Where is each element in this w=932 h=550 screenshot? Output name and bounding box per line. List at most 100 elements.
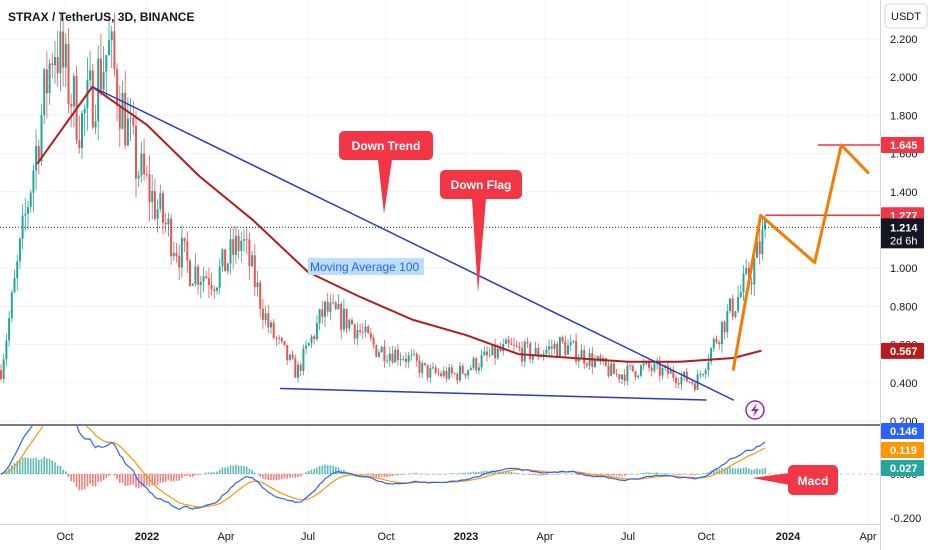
candle <box>143 138 146 181</box>
candle <box>642 358 645 371</box>
macd-histogram-bar <box>281 474 283 480</box>
candle <box>2 353 5 384</box>
candle-body <box>734 311 737 317</box>
candle-body <box>24 213 27 216</box>
candle-body <box>137 175 140 179</box>
candle-body <box>248 239 251 267</box>
macd-histogram-bar <box>321 465 324 474</box>
macd-histogram-bar <box>683 474 685 475</box>
candle <box>739 284 742 299</box>
macd-histogram-bar <box>559 473 561 475</box>
macd-histogram-bar <box>737 468 739 474</box>
macd-histogram-bar <box>661 473 664 474</box>
macd-histogram-bar <box>394 474 396 476</box>
candle <box>369 327 372 342</box>
candle <box>186 231 189 274</box>
down-trend-callout[interactable]: Down Trend <box>339 131 433 214</box>
candle <box>604 357 607 367</box>
macd-histogram-bar <box>677 474 680 476</box>
macd-histogram-bar <box>291 474 294 478</box>
candle-body <box>386 360 389 362</box>
candle <box>658 355 661 382</box>
candle-body <box>720 321 723 345</box>
down-flag-callout[interactable]: Down Flag <box>440 170 522 293</box>
time-tick-label: 2024 <box>776 531 801 543</box>
candle <box>634 370 637 381</box>
candle <box>388 346 391 367</box>
candle <box>280 336 283 344</box>
macd-histogram-bar <box>405 474 407 475</box>
macd-histogram-bar <box>524 474 526 475</box>
candle-body <box>618 374 621 380</box>
candle <box>729 298 731 314</box>
price-axis[interactable]: 2.2002.0001.8001.6001.4001.2001.0000.800… <box>890 34 918 428</box>
macd-histogram-bar <box>510 471 513 474</box>
macd-histogram-bar <box>440 474 442 475</box>
candle <box>596 355 599 362</box>
candle <box>35 129 38 191</box>
lightning-icon[interactable] <box>745 400 765 420</box>
candle <box>564 335 567 358</box>
macd-histogram-bar <box>380 474 383 477</box>
macd-histogram-bar <box>672 474 675 475</box>
candle <box>515 340 518 349</box>
candle <box>105 55 108 99</box>
candle <box>396 343 399 366</box>
macd-histogram-bar <box>437 474 440 475</box>
candle-body <box>32 170 35 193</box>
macd-histogram-bar <box>89 474 91 484</box>
candle-body <box>702 374 704 375</box>
macd-histogram-bar <box>704 472 707 474</box>
candle-body <box>742 273 745 293</box>
candle-body <box>550 346 553 349</box>
moving-average-label-box[interactable]: Moving Average 100 <box>308 258 424 275</box>
candle <box>310 334 313 349</box>
candle <box>113 12 116 77</box>
last-price-badge: 1.214 <box>890 222 918 234</box>
macd-histogram-bar <box>461 472 464 474</box>
macd-histogram-bar <box>16 461 18 474</box>
candle <box>286 344 289 366</box>
candle <box>13 269 16 294</box>
candle <box>361 323 364 339</box>
macd-histogram-bar <box>642 472 645 474</box>
candle-body <box>486 351 488 356</box>
candle-body <box>496 348 499 359</box>
macd-histogram-bar <box>70 474 72 482</box>
candle <box>305 340 308 355</box>
candle <box>353 323 356 345</box>
candle-body <box>210 285 213 289</box>
candle-body <box>634 371 637 378</box>
candle <box>575 333 578 366</box>
macd-histogram-bar <box>572 473 575 475</box>
symbol-title: STRAX / TetherUS, 3D, BINANCE <box>8 10 194 24</box>
macd-histogram-bar <box>202 473 205 475</box>
macd-histogram-bar <box>29 458 32 474</box>
candle-body <box>259 282 262 309</box>
currency-button[interactable]: USDT <box>884 3 928 29</box>
macd-histogram-bar <box>213 472 216 474</box>
macd-histogram-bar <box>283 474 286 479</box>
candle <box>710 346 713 366</box>
candle <box>313 334 316 345</box>
candle-body <box>459 366 461 381</box>
macd-histogram-bar <box>526 473 529 475</box>
candle-body <box>226 263 229 272</box>
candle-body <box>683 371 686 377</box>
candle-body <box>67 43 70 105</box>
candle-body <box>650 367 653 371</box>
time-axis[interactable]: Oct 2022 Apr Jul Oct 2023 Apr Jul Oct 2024 Apr <box>56 531 876 543</box>
candle-body <box>418 360 421 373</box>
candle <box>0 364 2 381</box>
macd-histogram-bar <box>113 474 116 476</box>
drawing-overlays <box>0 85 880 401</box>
candle <box>91 63 94 130</box>
macd-histogram-bar <box>607 474 610 476</box>
macd-callout[interactable]: Macd <box>752 465 838 495</box>
candle-body <box>688 381 691 383</box>
candle <box>159 184 162 213</box>
candle <box>348 318 351 332</box>
macd-histogram-bar <box>534 474 537 475</box>
macd-histogram-bar <box>456 473 459 475</box>
